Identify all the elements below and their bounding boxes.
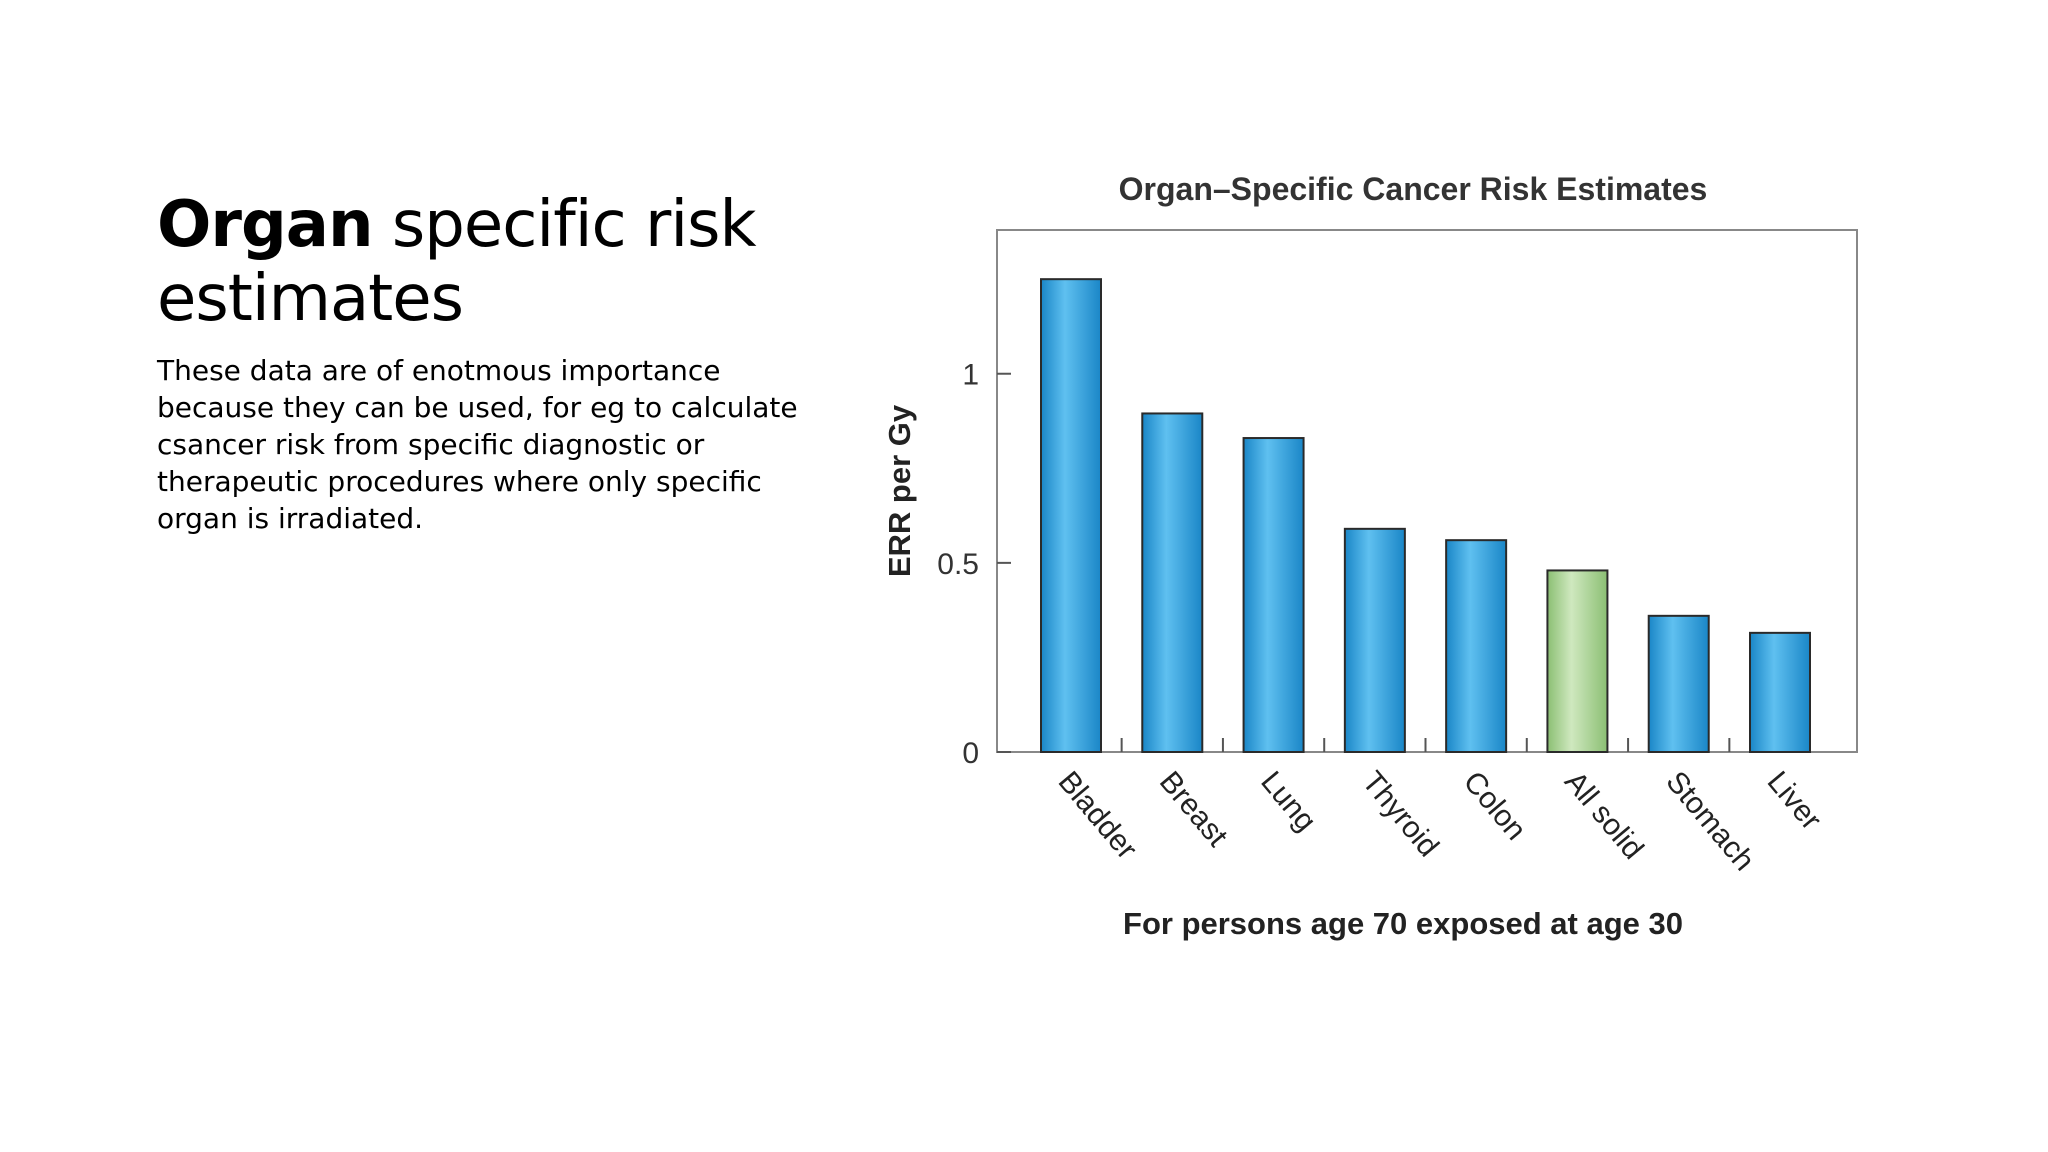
- bar-thyroid: [1343, 527, 1406, 753]
- slide-title-bold: Organ: [157, 188, 374, 262]
- bar-colon: [1445, 539, 1508, 753]
- bars-group: [1040, 278, 1811, 754]
- slide-body-text: These data are of enotmous importance be…: [157, 354, 798, 535]
- slide-title-rest: specific risk estimates: [157, 188, 757, 336]
- y-axis-label: ERR per Gy: [882, 404, 917, 577]
- slide-title: Organ specific risk estimates: [157, 188, 857, 336]
- x-tick-label: Bladder: [1052, 765, 1144, 865]
- y-axis: 00.51: [937, 359, 1011, 770]
- x-axis-label: For persons age 70 exposed at age 30: [1123, 906, 1683, 941]
- bar-breast: [1141, 412, 1204, 753]
- bar-bladder: [1040, 278, 1102, 753]
- x-axis: Bladder Breast Lung Thyroid Colon All solid St…: [1052, 738, 1828, 877]
- bar-lung: [1242, 437, 1305, 753]
- bar-all-solid: [1546, 569, 1609, 753]
- bar-liver: [1749, 631, 1811, 754]
- bar-stomach: [1647, 614, 1710, 753]
- x-tick-label: All solid: [1558, 765, 1650, 865]
- x-tick-label: Colon: [1457, 765, 1533, 846]
- x-tick-label: Liver: [1761, 765, 1828, 836]
- x-tick-label: Thyroid: [1355, 765, 1445, 863]
- y-tick-label: 0.5: [937, 548, 979, 581]
- bar-chart: Organ–Specific Cancer Risk Estimates 00.…: [882, 171, 1858, 941]
- x-tick-label: Breast: [1153, 765, 1234, 853]
- y-tick-label: 1: [962, 359, 979, 392]
- x-tick-label: Lung: [1254, 765, 1322, 837]
- plot-frame: [996, 229, 1858, 753]
- y-tick-label: 0: [962, 737, 979, 770]
- chart-title: Organ–Specific Cancer Risk Estimates: [1119, 171, 1708, 207]
- x-tick-label: Stomach: [1659, 765, 1760, 877]
